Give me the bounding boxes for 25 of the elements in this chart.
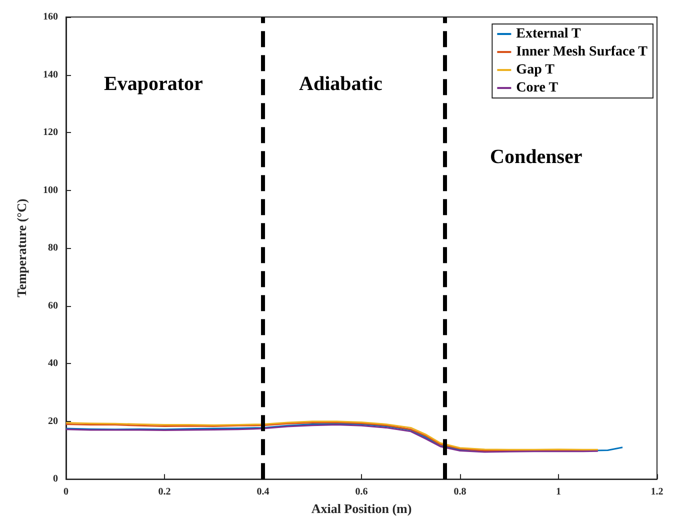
legend-label: External T xyxy=(516,26,582,42)
legend-label: Gap T xyxy=(516,62,556,78)
annotation: Adiabatic xyxy=(299,73,382,95)
y-tick-label: 120 xyxy=(43,127,58,138)
y-tick-label: 80 xyxy=(48,242,58,254)
x-tick-label: 1 xyxy=(556,486,561,498)
x-tick-label: 0.2 xyxy=(158,486,171,498)
legend-label: Core T xyxy=(516,80,559,96)
x-tick-label: 0.4 xyxy=(256,486,270,498)
y-axis-title: Temperature (°C) xyxy=(14,198,29,298)
y-tick-label: 160 xyxy=(43,12,58,22)
annotation: Evaporator xyxy=(104,73,203,95)
y-tick-label: 140 xyxy=(43,69,58,80)
y-tick-label: 100 xyxy=(43,184,58,196)
y-tick-label: 20 xyxy=(48,416,58,427)
y-tick-label: 60 xyxy=(48,300,58,312)
y-tick-label: 0 xyxy=(53,474,58,485)
x-tick-label: 0.6 xyxy=(355,486,368,498)
legend-label: Inner Mesh Surface T xyxy=(516,44,648,60)
x-axis-title: Axial Position (m) xyxy=(311,501,412,516)
x-tick-label: 0 xyxy=(64,486,68,498)
x-tick-label: 1.2 xyxy=(650,486,664,498)
y-tick-label: 40 xyxy=(48,358,58,370)
annotation: Condenser xyxy=(490,146,582,168)
x-tick-label: 0.8 xyxy=(454,486,466,498)
